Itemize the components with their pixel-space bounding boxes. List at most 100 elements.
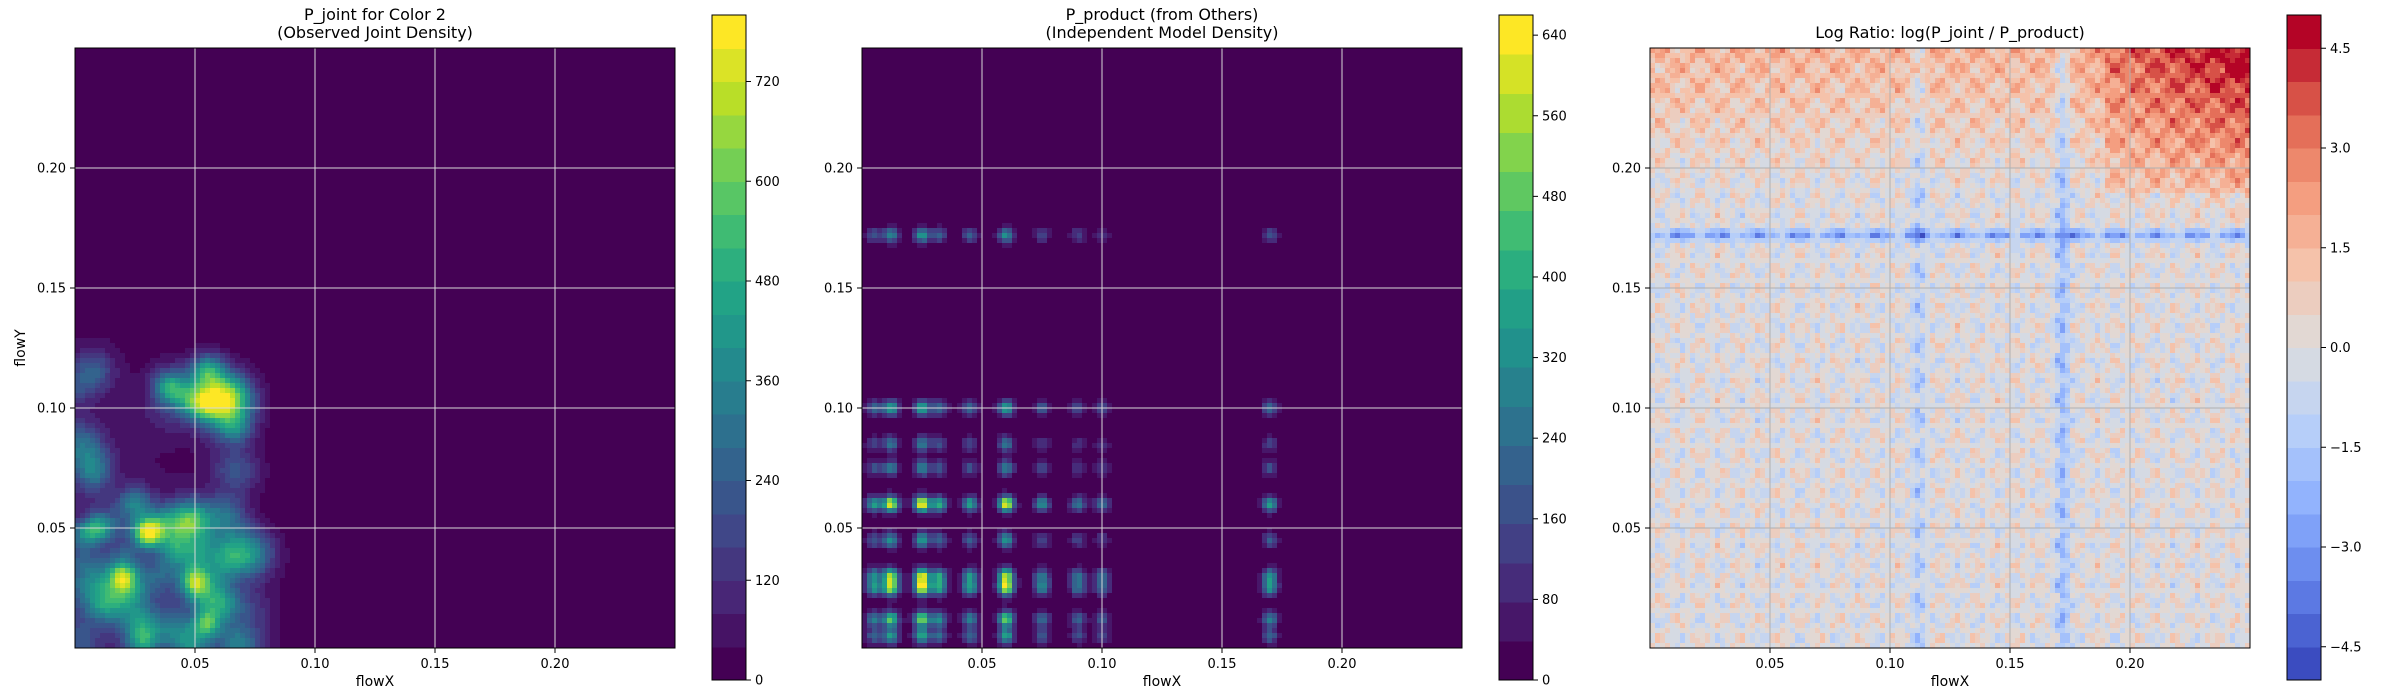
heatmap-cell bbox=[85, 558, 91, 564]
heatmap-cell bbox=[215, 328, 221, 334]
heatmap-cell bbox=[200, 338, 206, 344]
heatmap-cell bbox=[140, 333, 146, 339]
heatmap-cell bbox=[210, 568, 216, 574]
heatmap-cell bbox=[165, 513, 171, 519]
heatmap-cell bbox=[205, 93, 211, 99]
heatmap-cell bbox=[90, 233, 96, 239]
heatmap-cell bbox=[85, 148, 91, 154]
heatmap-cell bbox=[175, 453, 181, 459]
heatmap-cell bbox=[85, 233, 91, 239]
heatmap-cell bbox=[100, 73, 106, 79]
heatmap-cell bbox=[85, 393, 91, 399]
heatmap-cell bbox=[120, 138, 126, 144]
heatmap-cell bbox=[95, 418, 101, 424]
heatmap-cell bbox=[125, 63, 131, 69]
heatmap-cell bbox=[75, 223, 81, 229]
heatmap-cell bbox=[140, 223, 146, 229]
heatmap-cell bbox=[120, 223, 126, 229]
heatmap-cell bbox=[75, 483, 81, 489]
heatmap-cell bbox=[170, 343, 176, 349]
heatmap-cell bbox=[130, 363, 136, 369]
heatmap-cell bbox=[90, 443, 96, 449]
heatmap-cell bbox=[80, 68, 86, 74]
heatmap-cell bbox=[85, 328, 91, 334]
heatmap-cell bbox=[160, 418, 166, 424]
heatmap-cell bbox=[105, 423, 111, 429]
heatmap-cell bbox=[135, 88, 141, 94]
heatmap-cell bbox=[85, 358, 91, 364]
heatmap-cell bbox=[130, 633, 136, 639]
heatmap-cell bbox=[175, 323, 181, 329]
heatmap-cell bbox=[125, 203, 131, 209]
heatmap-cell bbox=[180, 483, 186, 489]
heatmap-cell bbox=[110, 108, 116, 114]
heatmap-cell bbox=[195, 218, 201, 224]
heatmap-cell bbox=[110, 463, 116, 469]
heatmap-cell bbox=[145, 613, 151, 619]
heatmap-cell bbox=[135, 303, 141, 309]
heatmap-cell bbox=[180, 98, 186, 104]
heatmap-cell bbox=[200, 148, 206, 154]
heatmap-cell bbox=[180, 498, 186, 504]
heatmap-cell bbox=[95, 348, 101, 354]
heatmap-cell bbox=[90, 368, 96, 374]
heatmap-cell bbox=[100, 348, 106, 354]
heatmap-cell bbox=[200, 138, 206, 144]
heatmap-cell bbox=[135, 538, 141, 544]
heatmap-cell bbox=[105, 383, 111, 389]
heatmap-cell bbox=[210, 563, 216, 569]
heatmap-cell bbox=[90, 508, 96, 514]
heatmap-cell bbox=[80, 528, 86, 534]
heatmap-cell bbox=[155, 453, 161, 459]
heatmap-cell bbox=[145, 173, 151, 179]
heatmap-cell bbox=[95, 253, 101, 259]
heatmap-cell bbox=[155, 143, 161, 149]
heatmap-cell bbox=[110, 343, 116, 349]
heatmap-cell bbox=[185, 53, 191, 59]
heatmap-cell bbox=[90, 473, 96, 479]
heatmap-cell bbox=[155, 468, 161, 474]
heatmap-cell bbox=[115, 588, 121, 594]
heatmap-cell bbox=[90, 288, 96, 294]
heatmap-cell bbox=[200, 278, 206, 284]
heatmap-cell bbox=[130, 193, 136, 199]
heatmap-cell bbox=[215, 313, 221, 319]
heatmap-cell bbox=[75, 318, 81, 324]
heatmap-cell bbox=[160, 203, 166, 209]
heatmap-cell bbox=[185, 353, 191, 359]
heatmap-cell bbox=[150, 603, 156, 609]
heatmap-cell bbox=[170, 218, 176, 224]
heatmap-cell bbox=[150, 248, 156, 254]
heatmap-cell bbox=[185, 83, 191, 89]
heatmap-cell bbox=[165, 178, 171, 184]
heatmap-cell bbox=[90, 333, 96, 339]
heatmap-cell bbox=[80, 553, 86, 559]
heatmap-cell bbox=[180, 308, 186, 314]
heatmap-cell bbox=[155, 148, 161, 154]
heatmap-cell bbox=[85, 318, 91, 324]
heatmap-cell bbox=[115, 253, 121, 259]
heatmap-cell bbox=[195, 633, 201, 639]
heatmap-cell bbox=[95, 318, 101, 324]
heatmap-cell bbox=[200, 198, 206, 204]
heatmap-cell bbox=[155, 578, 161, 584]
heatmap-cell bbox=[150, 413, 156, 419]
heatmap-cell bbox=[195, 168, 201, 174]
heatmap-cell bbox=[75, 543, 81, 549]
heatmap-cell bbox=[130, 518, 136, 524]
heatmap-cell bbox=[120, 378, 126, 384]
heatmap-cell bbox=[185, 618, 191, 624]
heatmap-cell bbox=[95, 358, 101, 364]
heatmap-cell bbox=[105, 323, 111, 329]
heatmap-cell bbox=[95, 508, 101, 514]
heatmap-cell bbox=[165, 573, 171, 579]
heatmap-cell bbox=[125, 543, 131, 549]
heatmap-cell bbox=[125, 153, 131, 159]
heatmap-cell bbox=[115, 368, 121, 374]
heatmap-cell bbox=[150, 223, 156, 229]
heatmap-cell bbox=[160, 238, 166, 244]
heatmap-cell bbox=[120, 268, 126, 274]
heatmap-cell bbox=[210, 393, 216, 399]
heatmap-cell bbox=[195, 93, 201, 99]
heatmap-cell bbox=[100, 293, 106, 299]
